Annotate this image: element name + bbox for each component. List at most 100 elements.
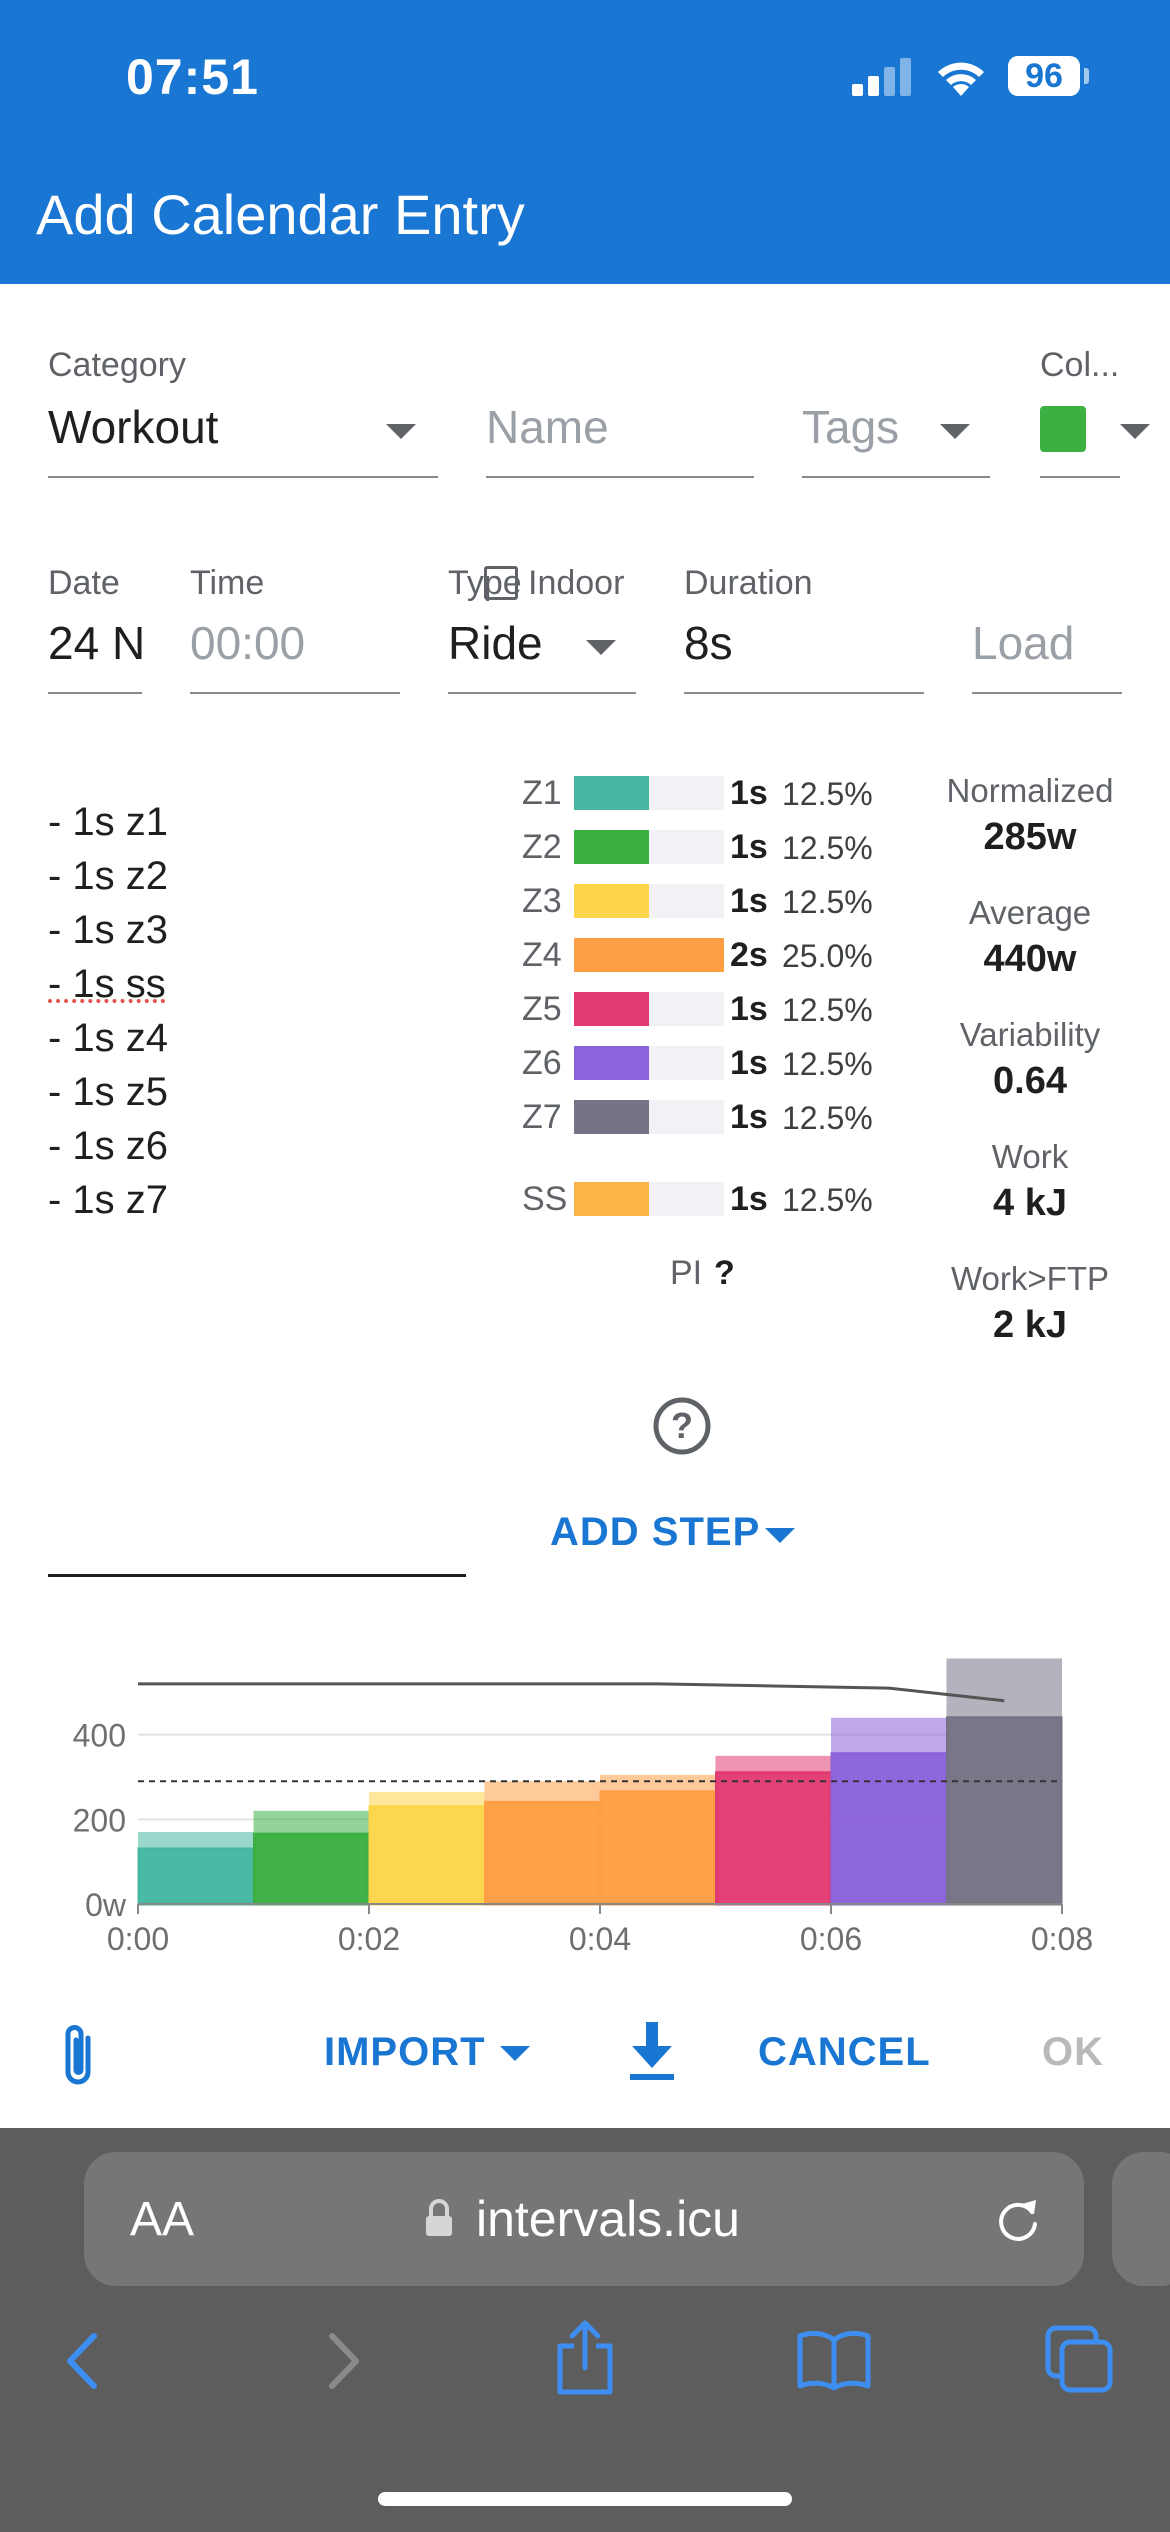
zone-label: Z1 [522,774,562,812]
metric-label: Normalized [946,772,1114,809]
text-size-button[interactable]: AA [130,2193,195,2246]
zone-time: 2s [730,936,768,974]
zone-time: 1s [730,882,768,920]
x-tick-label: 0:08 [1031,1921,1093,1957]
zone-label: Z5 [522,990,562,1028]
help-icon[interactable]: ? [652,1396,712,1456]
zone-label: Z2 [522,828,562,866]
chevron-down-icon[interactable] [500,2046,530,2061]
duration-underline [684,692,924,694]
zone-percent: 12.5% [782,884,873,920]
x-tick-label: 0:06 [800,1921,862,1957]
y-tick-label: 200 [73,1802,126,1838]
zone-percent: 12.5% [782,830,873,866]
editor-divider [48,1574,466,1577]
metric-value: 4 kJ [993,1182,1067,1224]
cancel-button[interactable]: CANCEL [758,2030,931,2074]
category-underline [48,476,438,478]
reload-icon[interactable] [992,2192,1044,2248]
date-label: Date [48,564,120,602]
bar [484,1800,601,1906]
bookmarks-icon[interactable] [796,2328,872,2392]
metric-label: Work [991,1138,1069,1175]
list-item[interactable]: - 1s z1 [48,800,169,844]
duration-input[interactable]: 8s [684,617,733,669]
zone-bar [574,884,649,918]
zone-percent: 25.0% [782,938,873,974]
zone-time: 1s [730,1044,768,1082]
date-input[interactable]: 24 N [48,617,146,669]
paperclip-icon[interactable] [56,2020,102,2090]
load-input[interactable]: Load [972,617,1075,669]
power-chart: 0w 200 400 0:00 0:02 0:04 0:06 0:08 [73,1658,1093,1957]
zone-percent: 12.5% [782,776,873,812]
category-select[interactable]: Workout [48,401,219,453]
zone-bar [574,776,649,810]
metric-label: Work>FTP [951,1260,1109,1297]
color-underline [1040,476,1120,478]
zone-bar [574,938,724,972]
tags-select[interactable]: Tags [802,401,900,453]
import-button[interactable]: IMPORT [324,2030,486,2074]
list-item[interactable]: - 1s z2 [48,854,169,898]
name-underline [486,476,754,478]
list-item[interactable]: - 1s z6 [48,1124,169,1168]
y-tick-label: 0w [85,1887,127,1923]
tags-underline [802,476,990,478]
bar [599,1790,716,1906]
chevron-down-icon[interactable] [386,424,416,439]
time-input[interactable]: 00:00 [190,617,306,669]
zone-time: 1s [730,1180,768,1218]
ok-button[interactable]: OK [1042,2030,1104,2074]
chevron-down-icon[interactable] [586,640,616,655]
y-tick-label: 400 [73,1718,126,1754]
list-item[interactable]: - 1s z5 [48,1070,169,1114]
bar [946,1716,1063,1906]
forward-icon[interactable] [316,2326,366,2396]
zone-time: 1s [730,828,768,866]
chevron-down-icon[interactable] [1120,424,1150,439]
back-icon[interactable] [60,2326,110,2396]
color-swatch[interactable] [1040,406,1086,452]
list-item[interactable]: - 1s z4 [48,1016,169,1060]
add-step-button[interactable]: ADD STEP [550,1510,761,1554]
list-item[interactable]: - 1s ss [48,962,166,1006]
tabs-icon[interactable] [1044,2324,1114,2394]
zone-percent: 12.5% [782,1182,873,1218]
svg-text:?: ? [671,1405,693,1446]
pi-value: ? [714,1254,735,1292]
list-item[interactable]: - 1s z7 [48,1178,169,1222]
cellular-signal-icon [852,58,911,96]
download-icon[interactable] [628,2020,676,2084]
zone-percent: 12.5% [782,1100,873,1136]
zone-bar [574,1046,649,1080]
url-text[interactable]: intervals.icu [476,2191,740,2247]
date-underline [48,692,142,694]
status-bar: 07:51 96 [0,0,1170,142]
chevron-down-icon[interactable] [940,424,970,439]
x-tick-label: 0:02 [338,1921,400,1957]
bar [715,1771,832,1906]
color-label: Col... [1040,346,1120,384]
zone-label: Z4 [522,936,562,974]
next-tab-preview[interactable] [1112,2152,1170,2286]
share-icon[interactable] [550,2318,620,2398]
indoor-checkbox[interactable] [484,566,518,600]
zone-label: Z6 [522,1044,562,1082]
type-select[interactable]: Ride [448,617,543,669]
lock-icon [426,2199,452,2236]
bar [253,1832,370,1906]
app-bar: Add Calendar Entry [0,142,1170,284]
chevron-down-icon[interactable] [765,1528,795,1543]
zone-time: 1s [730,990,768,1028]
x-tick-label: 0:00 [107,1921,169,1957]
list-item[interactable]: - 1s z3 [48,908,169,952]
address-bar[interactable]: AA intervals.icu [84,2152,1084,2286]
home-indicator [378,2492,792,2506]
wifi-icon [938,62,984,96]
indoor-label: Indoor [528,564,625,602]
series-line [138,1682,1005,1703]
type-underline [448,692,636,694]
name-input[interactable]: Name [486,401,609,453]
battery-tip [1084,68,1089,84]
